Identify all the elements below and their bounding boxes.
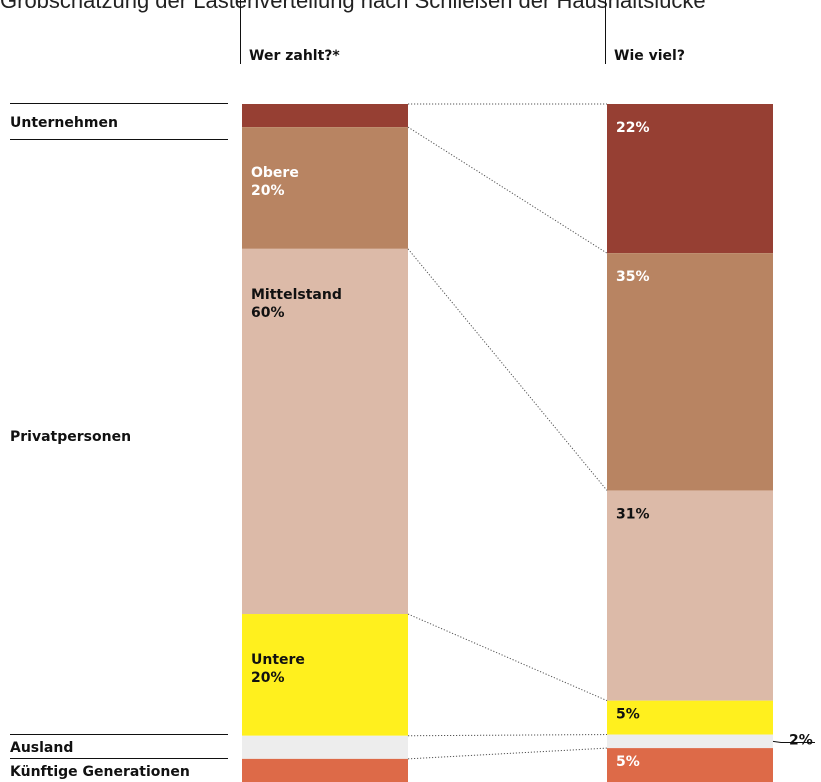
row-divider: [10, 734, 228, 735]
right-label-unternehmen: 22%: [616, 120, 650, 136]
left-label-mittelstand: 60%: [251, 305, 285, 321]
right-bar-unternehmen: [607, 104, 773, 254]
right-label-obere: 35%: [616, 269, 650, 285]
connector-line: [407, 248, 608, 491]
row-label-ausland: Ausland: [10, 740, 74, 756]
left-bar-unternehmen: [242, 104, 408, 128]
left-bar-untere: [242, 614, 408, 736]
chart-title: Grobschätzung der Lastenverteilung nach …: [0, 0, 706, 13]
left-column-rule: [240, 0, 241, 64]
right-label-ausland: 2%: [789, 733, 813, 749]
left-bar-kuenftige: [242, 758, 408, 782]
left-label-obere: 20%: [251, 183, 285, 199]
left-label-untere: Untere: [251, 652, 305, 668]
row-label-unternehmen: Unternehmen: [10, 115, 118, 131]
connector-line: [407, 126, 608, 254]
connector-line: [407, 734, 608, 737]
right-label-kuenftige: 5%: [616, 754, 640, 770]
row-divider: [10, 103, 228, 104]
left-bar-mittelstand: [242, 248, 408, 615]
connector-line: [407, 747, 608, 760]
left-bar-ausland: [242, 735, 408, 759]
right-bar-mittelstand: [607, 490, 773, 701]
right-bar-obere: [607, 253, 773, 491]
left-bar-obere: [242, 127, 408, 249]
row-label-privatpersonen: Privatpersonen: [10, 429, 132, 445]
callout-line: [772, 740, 815, 744]
left-label-untere: 20%: [251, 670, 285, 686]
connector-line: [407, 613, 608, 702]
row-divider: [10, 139, 228, 140]
right-label-untere: 5%: [616, 707, 640, 723]
right-column-header: Wie viel?: [614, 48, 685, 64]
right-bar-ausland: [607, 734, 773, 749]
left-label-obere: Obere: [251, 165, 299, 181]
right-column-rule: [605, 0, 606, 64]
right-bar-untere: [607, 700, 773, 735]
row-divider: [10, 758, 228, 759]
right-label-mittelstand: 31%: [616, 506, 650, 522]
right-bar-kuenftige: [607, 748, 773, 782]
left-label-mittelstand: Mittelstand: [251, 287, 342, 303]
left-column-header: Wer zahlt?*: [249, 48, 340, 64]
row-label-kuenftige: Künftige Generationen: [10, 764, 190, 780]
